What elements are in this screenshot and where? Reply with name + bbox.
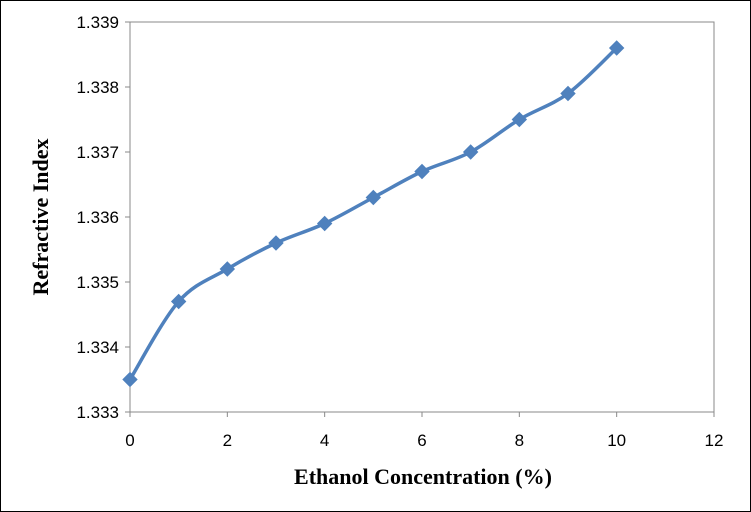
y-tick-label: 1.333 xyxy=(76,403,119,422)
data-point-marker xyxy=(511,111,528,128)
data-point-marker xyxy=(462,144,479,160)
y-tick-label: 1.335 xyxy=(76,273,119,292)
y-axis-ticks: 1.333 1.334 1.335 1.336 1.337 1.338 1.339 xyxy=(76,13,130,422)
y-axis-title: Refractive Index xyxy=(28,138,53,295)
y-tick-label: 1.334 xyxy=(76,338,119,357)
x-tick-label: 8 xyxy=(515,431,524,450)
data-point-marker xyxy=(365,189,382,206)
x-tick-label: 6 xyxy=(417,431,426,450)
x-tick-label: 12 xyxy=(705,431,724,450)
series-layer xyxy=(122,40,625,388)
y-tick-label: 1.338 xyxy=(76,78,119,97)
plot-area xyxy=(129,21,715,413)
y-tick-label: 1.336 xyxy=(76,208,119,227)
data-point-marker xyxy=(608,40,625,56)
data-point-marker xyxy=(268,235,284,251)
x-axis-ticks: 0 2 4 6 8 10 12 xyxy=(125,412,723,450)
data-point-marker xyxy=(414,163,430,180)
y-tick-label: 1.337 xyxy=(76,143,119,162)
x-tick-label: 2 xyxy=(223,431,232,450)
data-point-marker xyxy=(122,371,138,388)
x-tick-label: 4 xyxy=(320,431,329,450)
data-point-marker xyxy=(560,85,576,102)
data-point-marker xyxy=(316,215,333,232)
y-tick-label: 1.339 xyxy=(76,13,119,32)
x-tick-label: 10 xyxy=(607,431,626,450)
data-point-marker xyxy=(170,293,187,310)
x-axis-title: Ethanol Concentration (%) xyxy=(294,464,552,489)
x-tick-label: 0 xyxy=(125,431,134,450)
data-point-marker xyxy=(219,261,236,277)
